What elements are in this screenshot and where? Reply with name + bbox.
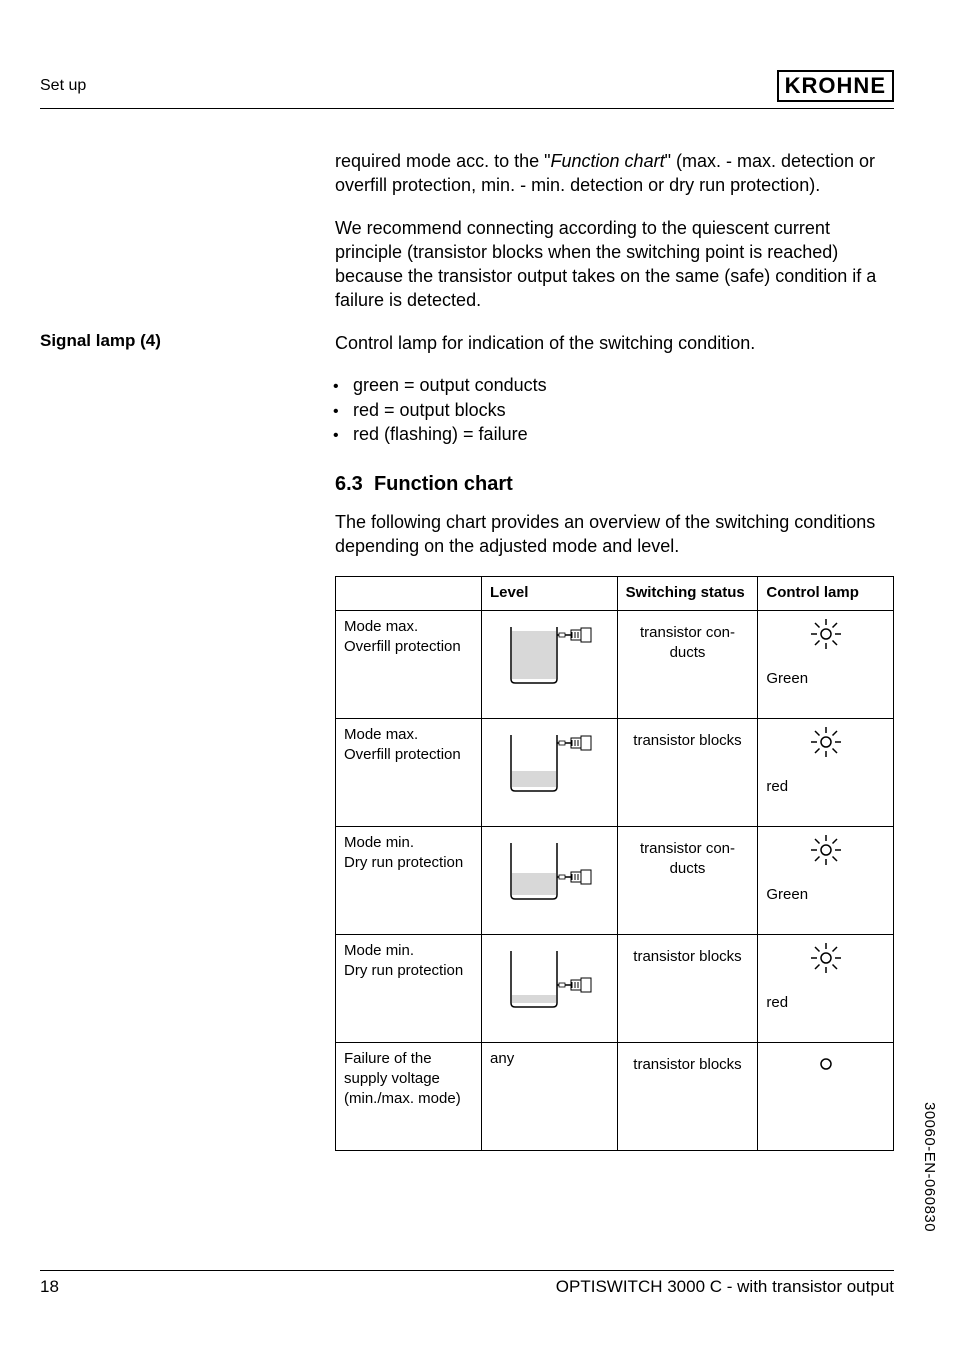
footer-doc-title: OPTISWITCH 3000 C - with transistor outp… bbox=[556, 1277, 894, 1297]
lamp-on-icon bbox=[809, 725, 843, 759]
level-cell: any bbox=[482, 1042, 618, 1150]
level-cell bbox=[482, 610, 618, 718]
mode-cell: Failure of thesupply voltage(min./max. m… bbox=[336, 1042, 482, 1150]
level-cell bbox=[482, 934, 618, 1042]
function-chart-table: Level Switching status Control lamp Mode… bbox=[335, 576, 894, 1150]
brand-logo: KROHNE bbox=[777, 70, 894, 102]
lamp-cell: red bbox=[758, 718, 894, 826]
table-row: Mode min.Dry run protection transistor b… bbox=[336, 934, 894, 1042]
table-header-row: Level Switching status Control lamp bbox=[336, 577, 894, 610]
col-header: Control lamp bbox=[758, 577, 894, 610]
col-header: Switching status bbox=[617, 577, 758, 610]
list-item: red (flashing) = failure bbox=[353, 422, 894, 447]
col-header: Level bbox=[482, 577, 618, 610]
section-heading: 6.3 Function chart bbox=[335, 471, 894, 498]
table-row: Mode min.Dry run protection transistor c… bbox=[336, 826, 894, 934]
switching-cell: transistor con-ducts bbox=[617, 610, 758, 718]
header-section: Set up bbox=[40, 77, 86, 95]
switching-cell: transistor blocks bbox=[617, 1042, 758, 1150]
switching-cell: transistor blocks bbox=[617, 934, 758, 1042]
page-number: 18 bbox=[40, 1277, 59, 1297]
lamp-states-list: green = output conducts red = output blo… bbox=[335, 373, 894, 447]
lamp-on-icon bbox=[809, 833, 843, 867]
lamp-cell bbox=[758, 1042, 894, 1150]
mode-cell: Mode min.Dry run protection bbox=[336, 826, 482, 934]
lamp-cell: red bbox=[758, 934, 894, 1042]
lamp-on-icon bbox=[809, 617, 843, 651]
list-item: green = output conducts bbox=[353, 373, 894, 398]
level-icon bbox=[503, 945, 595, 1013]
level-icon bbox=[503, 621, 595, 689]
level-cell bbox=[482, 718, 618, 826]
level-icon bbox=[503, 837, 595, 905]
section-intro: The following chart provides an overview… bbox=[335, 510, 894, 559]
table-row: Failure of thesupply voltage(min./max. m… bbox=[336, 1042, 894, 1150]
switching-cell: transistor con-ducts bbox=[617, 826, 758, 934]
intro-paragraph-2: We recommend connecting according to the… bbox=[335, 216, 894, 313]
lamp-cell: Green bbox=[758, 610, 894, 718]
mode-cell: Mode max.Overfill protection bbox=[336, 718, 482, 826]
list-item: red = output blocks bbox=[353, 398, 894, 423]
signal-lamp-text: Control lamp for indication of the switc… bbox=[335, 331, 894, 355]
lamp-off-icon bbox=[811, 1049, 841, 1079]
mode-cell: Mode max.Overfill protection bbox=[336, 610, 482, 718]
table-row: Mode max.Overfill protection transistor … bbox=[336, 610, 894, 718]
mode-cell: Mode min.Dry run protection bbox=[336, 934, 482, 1042]
page-footer: 18 OPTISWITCH 3000 C - with transistor o… bbox=[40, 1270, 894, 1297]
level-cell bbox=[482, 826, 618, 934]
lamp-cell: Green bbox=[758, 826, 894, 934]
page-header: Set up KROHNE bbox=[40, 70, 894, 109]
level-icon bbox=[503, 729, 595, 797]
table-row: Mode max.Overfill protection transistor … bbox=[336, 718, 894, 826]
intro-paragraph-1: required mode acc. to the "Function char… bbox=[335, 149, 894, 198]
switching-cell: transistor blocks bbox=[617, 718, 758, 826]
lamp-on-icon bbox=[809, 941, 843, 975]
signal-lamp-label: Signal lamp (4) bbox=[40, 331, 335, 1151]
col-header bbox=[336, 577, 482, 610]
document-code: 30060-EN-060830 bbox=[921, 1102, 938, 1232]
